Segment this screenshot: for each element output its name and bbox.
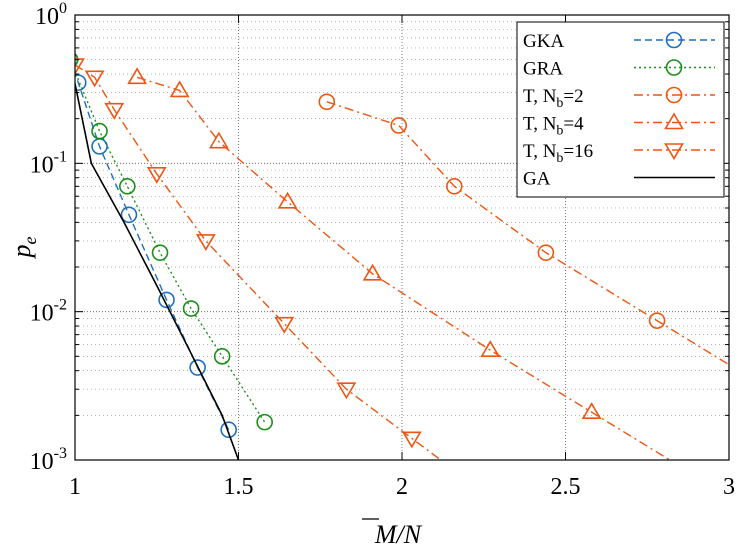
- legend-swatch-marker: [665, 59, 683, 76]
- legend-label-main: GRA: [523, 59, 563, 80]
- series-line: [136, 76, 672, 460]
- legend-label-main: T, N: [523, 86, 557, 107]
- y-tick-label: 100: [35, 0, 67, 30]
- data-point: [104, 102, 125, 120]
- data-point: [146, 167, 167, 184]
- legend-label-main: T, N: [523, 141, 557, 162]
- data-point: [537, 244, 555, 261]
- y-axis-label-main: p: [7, 245, 36, 260]
- series-line: [75, 71, 230, 431]
- legend-swatch-marker: [665, 86, 683, 104]
- data-point: [648, 312, 666, 329]
- y-tick-label: 10-1: [30, 148, 67, 178]
- x-tick-label: 3: [723, 474, 735, 500]
- data-point: [318, 93, 336, 111]
- series-line: [75, 79, 240, 460]
- legend-box: [516, 21, 725, 198]
- y-tick-label-exp: -1: [54, 148, 67, 165]
- legend-label: GRA: [523, 59, 563, 80]
- legend-swatch-marker: [664, 112, 684, 130]
- legend-entry: GRA: [523, 59, 715, 80]
- legend-entry: GKA: [523, 31, 715, 52]
- x-axis-label-main: M: [374, 520, 398, 549]
- legend-label-sub: b: [556, 124, 563, 139]
- series-line: [326, 101, 729, 366]
- data-point: [91, 122, 108, 140]
- data-point: [75, 58, 85, 76]
- series-3: [127, 67, 672, 460]
- y-axis-label: pe: [7, 237, 40, 260]
- data-point: [208, 131, 229, 149]
- y-tick-label-exp: 0: [59, 0, 67, 17]
- x-axis-label: M/N: [362, 518, 423, 549]
- data-point: [390, 117, 408, 134]
- legend-entry: GA: [523, 169, 715, 190]
- x-tick-label: 2.5: [551, 474, 581, 500]
- data-point: [220, 421, 237, 439]
- legend-label-main: T, N: [523, 114, 557, 135]
- y-tick-label-base: 10: [35, 4, 59, 30]
- data-point: [169, 80, 190, 98]
- legend-label-main: GKA: [523, 31, 564, 52]
- legend-label-tail: =16: [563, 141, 593, 162]
- data-point: [256, 413, 273, 431]
- data-point: [362, 263, 383, 281]
- legend-entry: T, Nb=4: [523, 112, 715, 139]
- legend-label-sub: b: [556, 151, 563, 166]
- data-point: [182, 300, 200, 317]
- y-tick-label: 10-3: [30, 445, 67, 475]
- data-point: [189, 359, 206, 376]
- svg-text:M/N: M/N: [374, 520, 423, 549]
- data-point: [277, 191, 298, 209]
- y-tick-label: 10-2: [30, 297, 67, 327]
- y-tick-label-base: 10: [30, 301, 54, 327]
- series-layer: [75, 52, 729, 460]
- data-point: [213, 348, 231, 365]
- series-4: [75, 58, 442, 460]
- data-point: [120, 206, 138, 224]
- y-tick-label-exp: -2: [54, 297, 67, 314]
- x-axis-label-rest: /N: [395, 520, 423, 549]
- data-point: [158, 291, 175, 309]
- legend-label-main: GA: [523, 169, 551, 190]
- x-tick-label: 1.5: [224, 474, 254, 500]
- legend-label: T, Nb=4: [523, 114, 584, 139]
- series-5: [75, 79, 240, 460]
- legend-label: GKA: [523, 31, 564, 52]
- legend-label-sub: b: [556, 96, 563, 111]
- data-point: [84, 70, 105, 88]
- legend-label: T, Nb=2: [523, 86, 584, 111]
- legend-label: GA: [523, 169, 551, 190]
- data-point: [151, 244, 169, 261]
- data-point: [274, 316, 295, 334]
- data-point: [480, 340, 501, 357]
- series-0: [75, 52, 237, 439]
- y-tick-label-base: 10: [30, 152, 54, 178]
- y-axis-label-sub: e: [20, 237, 40, 245]
- y-tick-label-exp: -3: [54, 445, 67, 462]
- data-point: [336, 382, 357, 400]
- legend-entry: T, Nb=16: [523, 141, 715, 166]
- y-tick-label-base: 10: [30, 449, 54, 475]
- legend-label-tail: =2: [563, 86, 583, 107]
- data-point: [195, 234, 216, 251]
- x-tick-label: 2: [396, 474, 408, 500]
- legend-swatch-marker: [665, 31, 683, 49]
- legend-label-tail: =4: [563, 114, 584, 135]
- legend-swatch-marker: [664, 143, 684, 161]
- x-tick-label: 1: [69, 474, 81, 500]
- data-point: [401, 431, 422, 449]
- data-point: [75, 74, 87, 91]
- series-2: [318, 93, 729, 366]
- data-point: [127, 67, 148, 85]
- data-point: [581, 402, 602, 420]
- data-point: [446, 178, 463, 195]
- series-line: [75, 64, 442, 460]
- legend-label: T, Nb=16: [523, 141, 593, 166]
- data-point: [119, 178, 136, 195]
- legend-entry: T, Nb=2: [523, 86, 715, 111]
